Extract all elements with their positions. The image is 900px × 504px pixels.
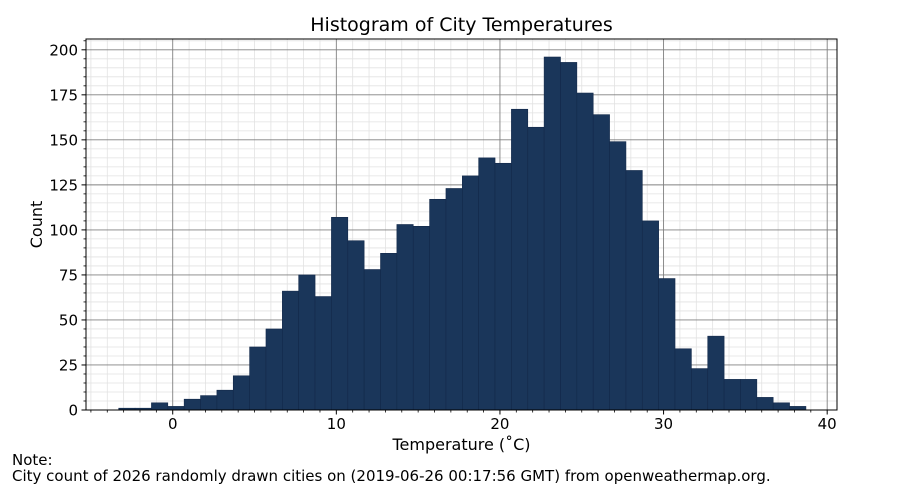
y-axis-label: Count — [27, 201, 46, 249]
x-tick-label: 20 — [490, 415, 509, 433]
histogram-bar — [249, 346, 267, 411]
histogram-bar — [478, 157, 496, 411]
histogram-bar — [282, 290, 300, 411]
axis-ticks: 0 10 20 30 40 0 25 50 75 100 125 150 175 200 — [49, 40, 837, 433]
histogram-bar — [331, 216, 349, 411]
x-tick-label: 30 — [654, 415, 673, 433]
histogram-bar — [707, 335, 725, 411]
histogram-bar — [658, 278, 676, 411]
histogram-bar — [772, 402, 790, 411]
histogram-bar — [232, 375, 250, 411]
histogram-bar — [740, 379, 758, 411]
histogram-bar — [494, 162, 512, 411]
histogram-bar — [265, 328, 283, 411]
histogram-bar — [380, 253, 398, 411]
histogram-bar — [462, 175, 479, 411]
histogram-bar — [167, 406, 185, 411]
histogram-bar — [527, 126, 545, 411]
histogram-bar — [151, 402, 169, 411]
histogram-bar — [216, 389, 234, 411]
y-tick-label: 150 — [49, 131, 78, 149]
note-label: Note: — [12, 451, 53, 469]
y-tick-label: 175 — [49, 86, 78, 104]
histogram-bar — [543, 56, 561, 411]
plot-frame — [85, 38, 838, 411]
histogram-bar — [625, 170, 643, 411]
x-axis-label: Temperature (˚C) — [391, 435, 530, 454]
histogram-bar — [183, 398, 201, 411]
histogram-bar — [723, 379, 741, 411]
histogram-bar — [396, 224, 414, 411]
histogram-bar — [314, 296, 332, 411]
histogram-bar — [674, 348, 692, 411]
y-tick-label: 200 — [49, 41, 78, 59]
histogram-bar — [347, 240, 365, 411]
histogram-bar — [609, 141, 627, 411]
histogram-bar — [363, 269, 381, 411]
y-tick-label: 25 — [59, 356, 78, 374]
y-tick-label: 50 — [59, 311, 78, 329]
histogram-bar — [298, 274, 316, 411]
histogram-bar — [429, 198, 447, 411]
histogram-bar — [576, 92, 594, 411]
histogram-bar — [560, 62, 578, 411]
histogram-bar — [445, 188, 463, 411]
x-tick-label: 0 — [168, 415, 178, 433]
x-tick-label: 10 — [327, 415, 346, 433]
histogram-bar — [691, 368, 709, 411]
histogram-bar — [412, 226, 430, 411]
histogram-bar — [200, 395, 218, 411]
histogram-bar — [511, 108, 529, 411]
x-tick-label: 40 — [818, 415, 837, 433]
note-text: City count of 2026 randomly drawn cities… — [12, 467, 771, 485]
y-tick-label: 100 — [49, 221, 78, 239]
y-tick-label: 125 — [49, 176, 78, 194]
y-tick-label: 75 — [59, 266, 78, 284]
histogram-bar — [641, 220, 659, 411]
chart-title: Histogram of City Temperatures — [310, 14, 613, 36]
histogram-bar — [592, 114, 610, 411]
histogram-bar — [789, 406, 807, 411]
histogram-bars — [118, 56, 807, 411]
y-tick-label: 0 — [68, 402, 78, 420]
histogram-bar — [756, 397, 774, 411]
